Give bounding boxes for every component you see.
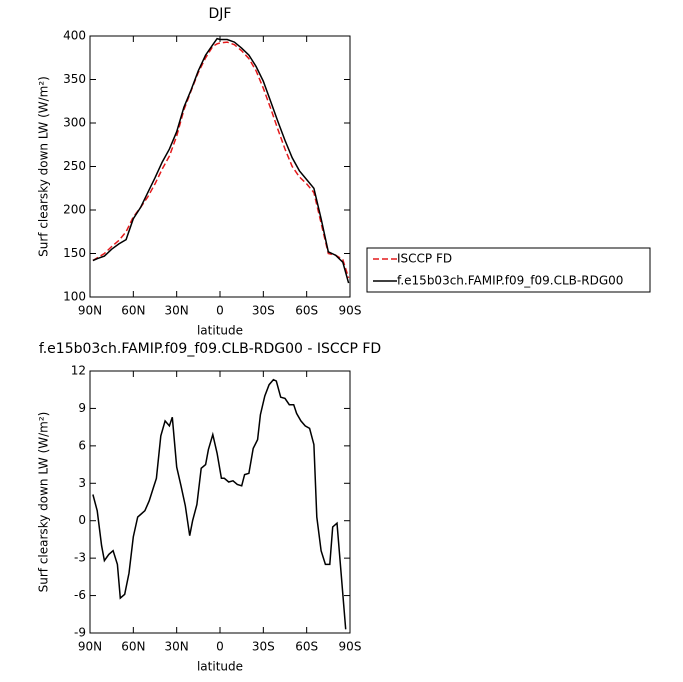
x-tick-label: 30S <box>252 640 275 654</box>
y-axis-label: Surf clearsky down LW (W/m²) <box>37 76 51 257</box>
y-tick-label: 12 <box>71 364 86 378</box>
x-tick-label: 60N <box>121 304 145 318</box>
x-tick-label: 0 <box>216 640 224 654</box>
x-tick-label: 90S <box>339 640 362 654</box>
x-tick-label: 90N <box>78 640 102 654</box>
chart-title: f.e15b03ch.FAMIP.f09_f09.CLB-RDG00 - ISC… <box>39 341 381 357</box>
y-tick-label: 200 <box>63 203 86 217</box>
y-tick-label: 350 <box>63 72 86 86</box>
plot-frame <box>89 35 351 298</box>
legend-box <box>366 247 651 293</box>
data-line <box>92 378 347 630</box>
y-tick-label: 150 <box>63 246 86 260</box>
legend-label: f.e15b03ch.FAMIP.f09_f09.CLB-RDG00 <box>397 274 623 288</box>
y-tick-label: 100 <box>63 290 86 304</box>
chart-title: DJF <box>209 6 232 22</box>
plot-frame <box>89 370 351 634</box>
x-tick-label: 30N <box>165 304 189 318</box>
x-tick-label: 60S <box>295 640 318 654</box>
y-tick-label: 0 <box>78 513 86 527</box>
x-tick-label: 0 <box>216 304 224 318</box>
y-tick-label: 400 <box>63 29 86 43</box>
y-axis-label: Surf clearsky down LW (W/m²) <box>37 412 51 593</box>
x-tick-label: 30S <box>252 304 275 318</box>
data-line <box>92 37 350 284</box>
x-tick-label: 90N <box>78 304 102 318</box>
legend-label: ISCCP FD <box>397 252 452 266</box>
y-tick-label: -9 <box>74 626 86 640</box>
x-tick-label: 30N <box>165 640 189 654</box>
y-tick-label: -3 <box>74 551 86 565</box>
x-tick-label: 60N <box>121 640 145 654</box>
y-tick-label: 300 <box>63 116 86 130</box>
y-tick-label: 250 <box>63 159 86 173</box>
x-axis-label: latitude <box>197 660 243 674</box>
y-tick-label: 6 <box>78 438 86 452</box>
y-tick-label: 9 <box>78 401 86 415</box>
x-tick-label: 60S <box>295 304 318 318</box>
y-tick-label: -6 <box>74 588 86 602</box>
data-line <box>92 41 350 279</box>
y-tick-label: 3 <box>78 476 86 490</box>
x-axis-label: latitude <box>197 324 243 338</box>
x-tick-label: 90S <box>339 304 362 318</box>
